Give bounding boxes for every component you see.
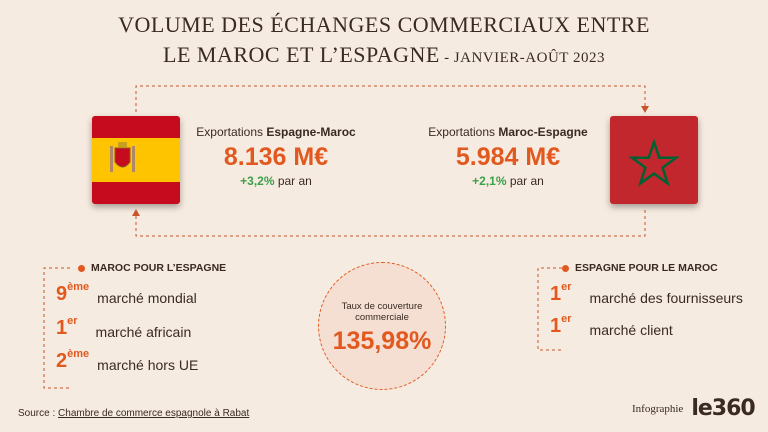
export-growth: +3,2% par an xyxy=(240,174,312,188)
spain-flag-icon xyxy=(92,116,180,204)
morocco-star-icon xyxy=(628,138,680,187)
bottom-arrow-line xyxy=(135,210,646,237)
export-label: Exportations Maroc-Espagne xyxy=(428,125,588,139)
export-label: Exportations Espagne-Maroc xyxy=(196,125,356,139)
morocco-flag-icon xyxy=(610,116,698,204)
export-growth: +2,1% par an xyxy=(472,174,544,188)
page-title-line-1: VOLUME DES ÉCHANGES COMMERCIAUX ENTRE xyxy=(118,12,650,37)
spain-coat-of-arms-icon xyxy=(110,142,135,172)
export-morocco-to-spain: Exportations Maroc-Espagne 5.984 M€ +2,1… xyxy=(408,125,608,188)
list-item: 1er marché africain xyxy=(56,315,192,340)
rank-label: marché client xyxy=(589,322,673,338)
top-arrow-line xyxy=(135,85,646,112)
source-link[interactable]: Chambre de commerce espagnole à Rabat xyxy=(58,408,250,419)
bottom-arrow-head xyxy=(132,209,140,216)
source-note: Source : Chambre de commerce espagnole à… xyxy=(18,408,250,419)
list-item: 1er marché des fournisseurs xyxy=(550,281,743,306)
brand-credit: Infographie le360 xyxy=(632,396,756,421)
brand-label: Infographie xyxy=(632,402,684,415)
list-item: 1er marché client xyxy=(550,313,673,338)
export-value: 5.984 M€ xyxy=(455,143,561,171)
export-value: 8.136 M€ xyxy=(223,143,329,171)
section-title-morocco-for-spain: MAROC POUR L’ESPAGNE xyxy=(78,262,226,274)
rank-label: marché africain xyxy=(95,324,192,340)
list-item: 2ème marché hors UE xyxy=(56,348,199,373)
top-arrow-head xyxy=(641,106,649,113)
rank-label: marché hors UE xyxy=(97,357,199,373)
coverage-value: 135,98% xyxy=(332,327,432,355)
rank-number: 1er xyxy=(550,313,572,337)
rank-number: 1er xyxy=(56,315,78,339)
rank-number: 2ème xyxy=(56,348,90,372)
export-spain-to-morocco: Exportations Espagne-Maroc 8.136 M€ +3,2… xyxy=(176,125,376,188)
bullet-dot-icon xyxy=(562,264,569,272)
bullet-dot-icon xyxy=(78,264,85,272)
coverage-circle: Taux de couverture commerciale 135,98% xyxy=(318,262,446,390)
title-main: LE MAROC ET L’ESPAGNE xyxy=(163,42,440,67)
page-title-line-2: LE MAROC ET L’ESPAGNE - JANVIER-AOÛT 202… xyxy=(0,42,768,68)
section-title-spain-for-morocco: ESPAGNE POUR LE MAROC xyxy=(562,262,718,274)
list-item: 9ème marché mondial xyxy=(56,281,197,306)
rank-number: 9ème xyxy=(56,281,90,305)
rank-number: 1er xyxy=(550,281,572,305)
title-period: - JANVIER-AOÛT 2023 xyxy=(439,50,605,66)
rank-label: marché des fournisseurs xyxy=(589,290,743,306)
rank-label: marché mondial xyxy=(97,290,197,306)
coverage-label: Taux de couverture commerciale xyxy=(341,301,423,323)
le360-logo-icon: le360 xyxy=(691,396,755,421)
